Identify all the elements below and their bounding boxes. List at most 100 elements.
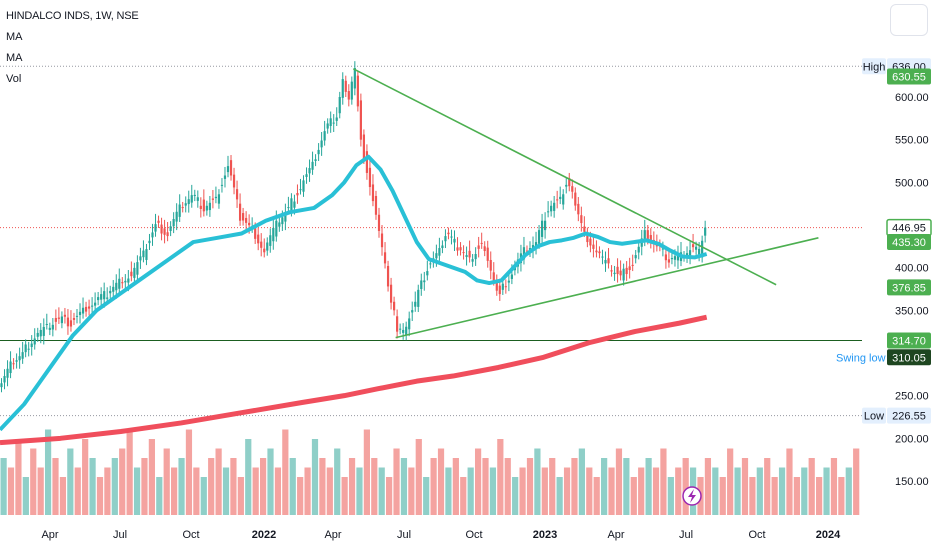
ma-slow-line[interactable] [0,314,708,446]
candle-body [365,151,369,173]
volume-bar [67,448,74,515]
candle-body [547,211,550,213]
volume-bar [786,448,793,515]
candle-body [91,305,94,307]
volume-bar [608,467,615,515]
candle-body [72,318,76,320]
volume-bar [363,429,370,515]
x-tick-label: Apr [41,529,58,541]
volume-bar [348,458,356,515]
candle-body [616,266,619,275]
candle-body [329,118,332,127]
candle-body [169,226,172,231]
candle-body [622,268,625,281]
candle-body [386,265,390,287]
swing-low-price-label-bg [887,349,931,366]
volume-bar [638,467,645,515]
lightning-icon[interactable] [682,486,702,506]
legend-ma-2[interactable]: MA [6,52,23,64]
volume-bar [801,467,808,515]
candle-body [166,232,169,237]
candle-body [21,352,24,359]
swing-low-annotation[interactable]: Swing low [836,352,886,364]
candle-body [100,294,103,300]
candle-body [54,318,57,322]
candle-body [103,291,106,300]
trendline-1[interactable] [352,68,777,286]
volume-bar [771,477,778,515]
candle-body [139,256,142,261]
candle-body [468,250,471,258]
candle-body [157,220,160,223]
candle-body [625,267,628,275]
volume-bar [156,477,163,515]
volume-bar [437,448,445,515]
candle-body [359,100,362,140]
candle-body [217,194,221,204]
candle-body [18,356,21,361]
volume-bar [660,448,667,515]
trendline-2[interactable] [395,237,819,339]
candle-body [695,246,698,250]
candle-body [112,286,115,292]
volume-bar [482,458,489,515]
volume-bar [630,477,637,515]
candle-body [698,248,701,255]
volume-bar [489,467,497,515]
x-tick-label: Oct [748,529,765,541]
candle-body [462,252,465,254]
candle-body [260,241,263,248]
candle-body [447,232,450,235]
volume-bar [578,448,585,515]
candle-body [202,199,205,212]
candle-body [75,315,79,317]
volume-bar [259,458,267,515]
candle-body [435,253,438,259]
volume-bar [0,458,7,515]
candle-body [6,368,9,378]
y-tick-label: 500.00 [895,177,929,189]
candle-body [613,272,616,275]
candle-body [254,227,257,239]
candle-body [33,338,36,345]
candle-body [405,326,408,336]
candle-body [245,217,248,223]
volume-bar [59,477,67,515]
volume-bar [675,467,682,515]
candle-body [57,317,60,319]
swing-level-price-label-bg [887,332,931,349]
candle-body [571,186,574,192]
volume-bar [104,467,111,515]
candle-body [347,91,350,100]
candle-body [423,280,426,283]
chart-settings-button[interactable] [890,4,928,36]
candle-body [214,196,218,199]
ma-price-label-bg [887,68,931,85]
candle-body [353,67,356,89]
candle-body [190,195,193,203]
candle-body [634,255,637,259]
volume-bar [15,439,22,515]
high-tag: High [863,61,886,73]
candle-body [589,238,592,246]
high-tag-bg [862,58,886,75]
symbol-title[interactable]: HINDALCO INDS, 1W, NSE [6,10,139,22]
ma-fast-line[interactable] [0,154,708,432]
candle-body [24,344,27,353]
candle-body [181,207,184,209]
volume-bar [452,458,459,515]
candle-body [226,166,230,173]
volume-bar [526,458,534,515]
candle-body [229,160,233,176]
candle-body [540,220,544,237]
candle-body [676,254,680,261]
candle-body [257,234,260,244]
y-tick-label: 550.00 [895,135,929,147]
volume-bar [808,458,815,515]
legend-ma-1[interactable]: MA [6,31,23,43]
candle-body [121,282,124,284]
volume-bar [534,448,541,515]
candle-body [559,196,562,199]
legend-volume[interactable]: Vol [6,73,22,85]
